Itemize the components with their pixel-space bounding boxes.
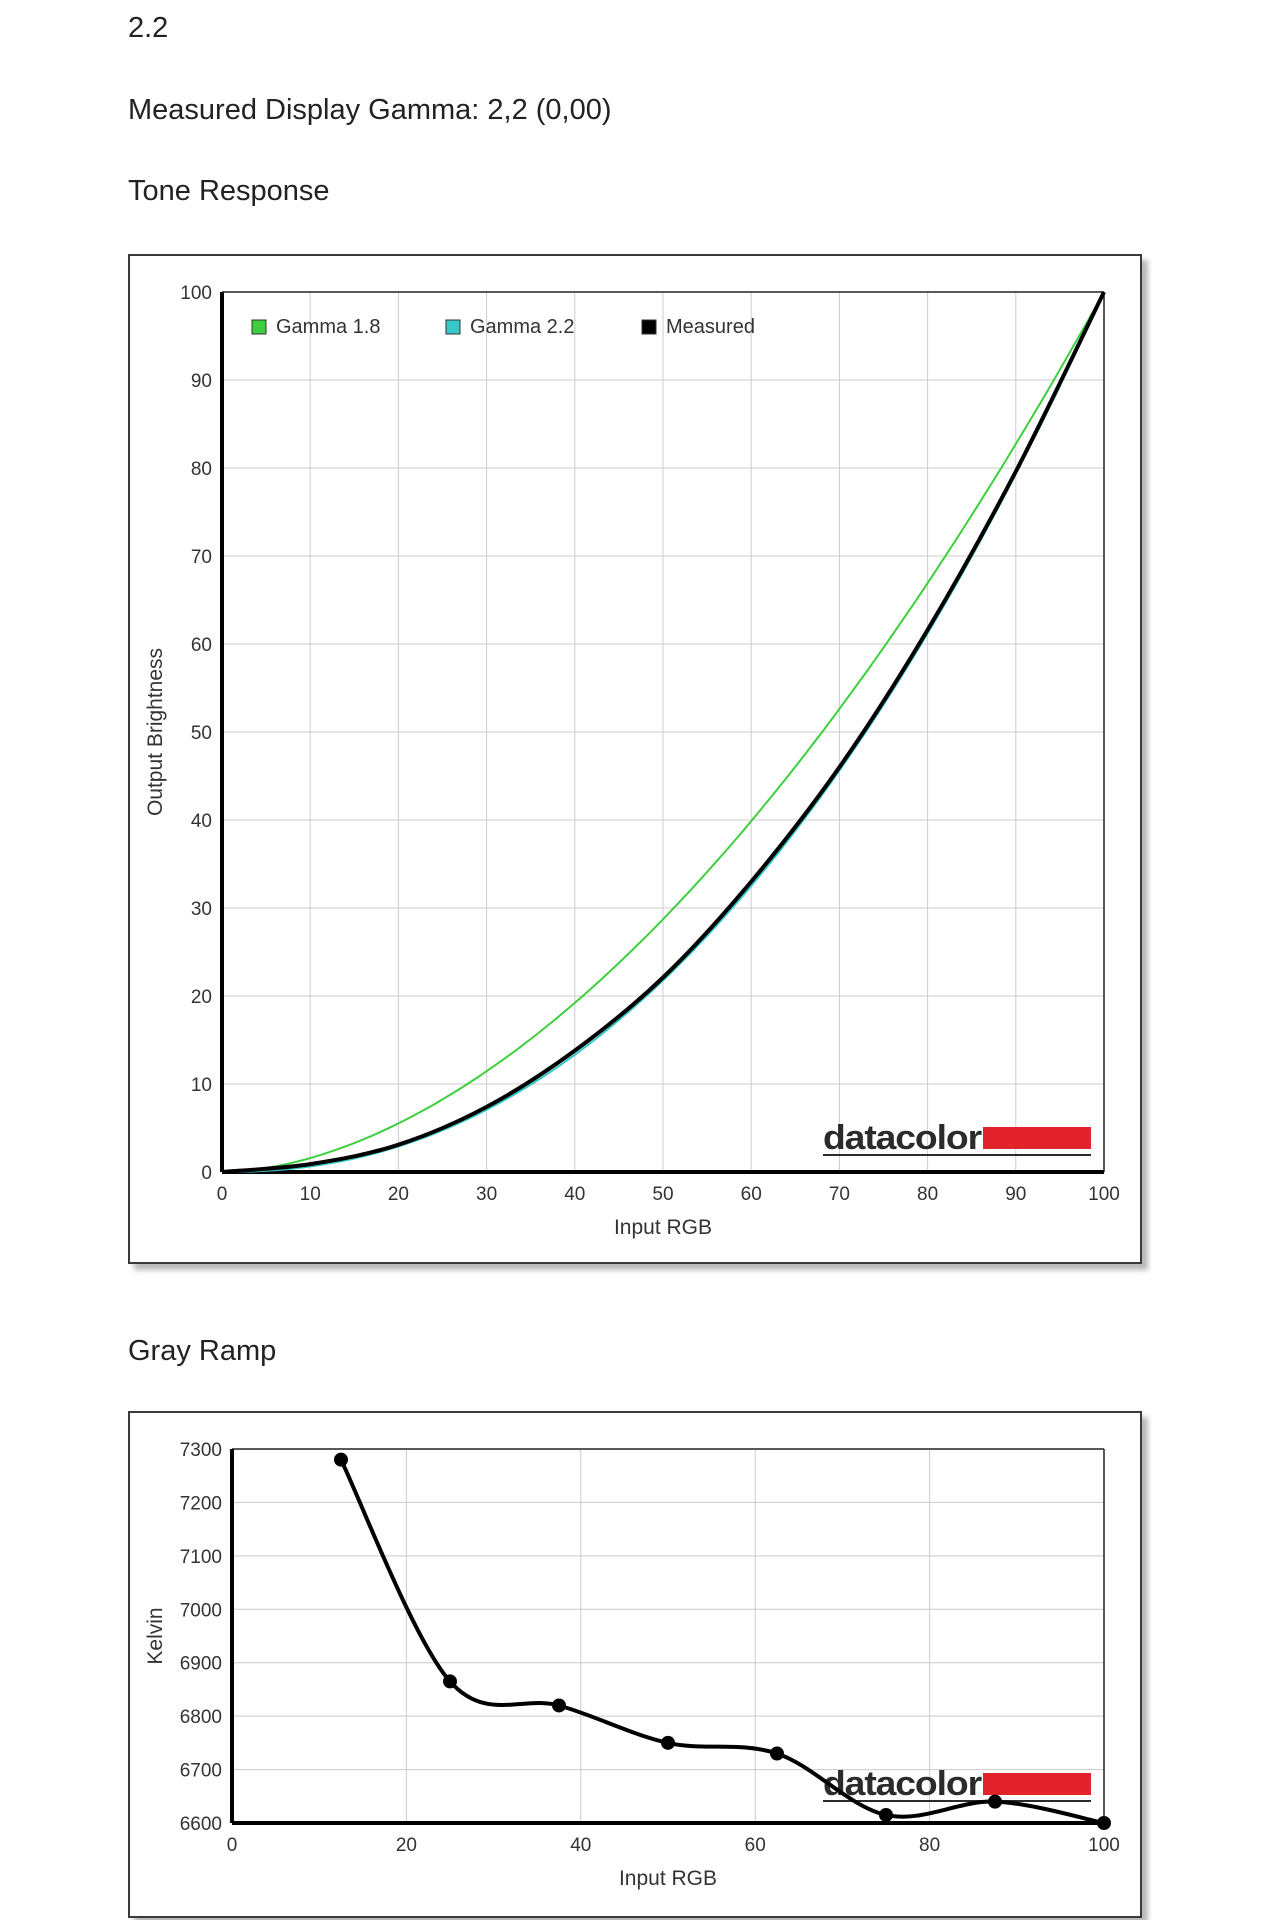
x-tick-label: 30: [476, 1184, 497, 1205]
datacolor-logo-bar: [983, 1127, 1091, 1149]
legend-label: Gamma 2.2: [470, 316, 574, 338]
x-tick-label: 20: [388, 1184, 409, 1205]
x-tick-label: 90: [1005, 1184, 1026, 1205]
x-tick-label: 60: [741, 1184, 762, 1205]
data-point: [988, 1794, 1002, 1809]
x-tick-label: 20: [396, 1835, 417, 1856]
y-tick-label: 50: [191, 723, 212, 744]
series-line-gamma-1-8: [221, 291, 1105, 1173]
y-tick-label: 6700: [180, 1761, 222, 1782]
y-tick-label: 40: [191, 811, 212, 832]
y-axis-label: Output Brightness: [144, 648, 167, 816]
y-tick-label: 20: [191, 987, 212, 1008]
y-tick-label: 60: [191, 635, 212, 656]
measured-gamma-text: Measured Display Gamma: 2,2 (0,00): [128, 94, 612, 126]
x-tick-label: 80: [919, 1835, 940, 1856]
data-point: [770, 1746, 784, 1761]
x-tick-label: 0: [227, 1835, 238, 1856]
legend-swatch: [445, 319, 461, 335]
data-point: [552, 1698, 566, 1713]
y-tick-label: 90: [191, 371, 212, 392]
datacolor-logo-bar: [983, 1773, 1091, 1795]
data-point: [1097, 1816, 1111, 1830]
y-tick-label: 7200: [180, 1493, 222, 1514]
x-tick-label: 80: [917, 1184, 938, 1205]
y-tick-label: 6800: [180, 1707, 222, 1728]
legend-swatch: [641, 319, 657, 335]
x-tick-label: 40: [564, 1184, 585, 1205]
tone-response-title: Tone Response: [128, 175, 330, 207]
x-tick-label: 100: [1088, 1835, 1120, 1856]
y-tick-label: 7100: [180, 1547, 222, 1568]
data-point: [879, 1807, 893, 1822]
x-axis-label: Input RGB: [619, 1867, 717, 1890]
x-axis-label: Input RGB: [614, 1216, 712, 1239]
y-tick-label: 7000: [180, 1600, 222, 1621]
gray-ramp-panel: 0 20 40 60 80 100 6600 6700 6800 6900 7000 7100 7200…: [128, 1411, 1142, 1918]
datacolor-logo-text: datacolor: [823, 1119, 982, 1157]
y-tick-label: 6900: [180, 1654, 222, 1675]
data-point: [661, 1735, 675, 1750]
x-tick-label: 0: [217, 1184, 228, 1205]
gray-ramp-chart: 0 20 40 60 80 100 6600 6700 6800 6900 7000 7100 7200…: [144, 1440, 1120, 1890]
x-tick-label: 70: [829, 1184, 850, 1205]
x-tick-label: 40: [570, 1835, 591, 1856]
series-line-measured: [221, 291, 1106, 1174]
gray-ramp-title: Gray Ramp: [128, 1335, 277, 1367]
tone-response-panel: 0 10 20 30 40 50 60 70 80 90 100 0 10 20 30 40 50 60 70 80 9…: [128, 254, 1142, 1264]
y-tick-label: 30: [191, 899, 212, 920]
version-label: 2.2: [128, 12, 169, 44]
data-point: [443, 1674, 457, 1689]
x-tick-label: 100: [1088, 1184, 1120, 1205]
legend-label: Measured: [666, 316, 755, 338]
y-tick-label: 70: [191, 547, 212, 568]
y-tick-label: 100: [180, 283, 212, 304]
tone-response-chart: 0 10 20 30 40 50 60 70 80 90 100 0 10 20 30 40 50 60 70 80 9…: [144, 283, 1120, 1239]
x-tick-label: 60: [745, 1835, 766, 1856]
legend-label: Gamma 1.8: [276, 316, 380, 338]
series-line-kelvin: [339, 1458, 1105, 1825]
y-tick-label: 80: [191, 459, 212, 480]
y-tick-label: 7300: [180, 1440, 222, 1461]
legend-swatch: [251, 319, 267, 335]
y-axis-label: Kelvin: [144, 1607, 167, 1664]
data-point: [334, 1452, 348, 1467]
x-tick-label: 50: [652, 1184, 673, 1205]
y-tick-label: 0: [201, 1163, 212, 1184]
y-tick-label: 6600: [180, 1814, 222, 1835]
x-tick-label: 10: [300, 1184, 321, 1205]
y-tick-label: 10: [191, 1075, 212, 1096]
